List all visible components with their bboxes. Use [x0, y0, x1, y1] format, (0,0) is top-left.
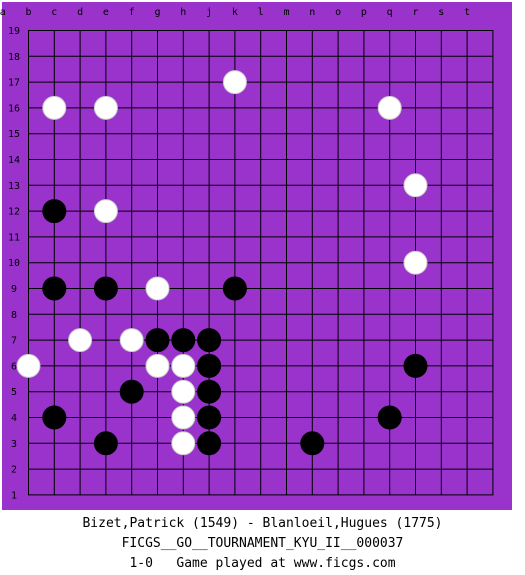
- tournament-line: FICGS__GO__TOURNAMENT_KYU_II__000037: [121, 536, 404, 551]
- column-label: a: [0, 7, 6, 18]
- row-label: 10: [8, 258, 20, 269]
- black-stone: [377, 405, 402, 430]
- white-stone: [377, 95, 402, 120]
- column-label: h: [180, 7, 186, 18]
- row-label: 13: [8, 181, 20, 192]
- row-labels: 19 18 17 16 15 14 13 12 11 10 9 8 7 6 5 4 3 2 1: [8, 26, 20, 501]
- column-label: p: [361, 7, 367, 18]
- row-label: 6: [11, 361, 17, 372]
- column-label: o: [335, 7, 341, 18]
- black-stone: [145, 328, 170, 353]
- row-label: 1: [11, 490, 17, 501]
- black-stone: [42, 276, 67, 301]
- row-label: 9: [11, 284, 17, 295]
- black-stone: [300, 431, 325, 456]
- row-label: 14: [8, 155, 20, 166]
- row-label: 5: [11, 387, 17, 398]
- black-stone: [197, 431, 222, 456]
- black-stone: [197, 405, 222, 430]
- row-label: 7: [11, 336, 17, 347]
- column-label: b: [25, 7, 31, 18]
- row-label: 15: [8, 129, 20, 140]
- white-stone: [171, 405, 196, 430]
- result-line: 1-0 Game played at www.ficgs.com: [129, 556, 396, 571]
- black-stone: [197, 379, 222, 404]
- black-stone: [93, 276, 118, 301]
- row-label: 11: [8, 232, 20, 243]
- white-stone: [171, 379, 196, 404]
- board-grid: [28, 30, 494, 496]
- white-stone: [93, 95, 118, 120]
- column-label: f: [129, 7, 135, 18]
- row-label: 17: [8, 78, 20, 89]
- white-stone: [403, 250, 428, 275]
- black-stone: [197, 328, 222, 353]
- black-stone: [42, 405, 67, 430]
- column-label: d: [77, 7, 83, 18]
- row-label: 3: [11, 439, 17, 450]
- board-background: [2, 2, 512, 510]
- white-stone: [145, 276, 170, 301]
- row-label: 19: [8, 26, 20, 37]
- white-stone: [93, 199, 118, 224]
- white-stone: [145, 353, 170, 378]
- players-line: Bizet,Patrick (1549) - Blanloeil,Hugues …: [82, 516, 443, 531]
- column-label: n: [309, 7, 315, 18]
- black-stone: [403, 353, 428, 378]
- black-stone: [222, 276, 247, 301]
- column-label: s: [438, 7, 444, 18]
- column-label: t: [464, 7, 470, 18]
- column-label: l: [258, 7, 264, 18]
- column-label: r: [412, 7, 418, 18]
- white-stone: [119, 328, 144, 353]
- column-label: k: [232, 7, 238, 18]
- white-stone: [16, 353, 41, 378]
- column-label: q: [387, 7, 393, 18]
- row-label: 18: [8, 52, 20, 63]
- white-stone: [42, 95, 67, 120]
- white-stone: [171, 353, 196, 378]
- white-stone: [222, 70, 247, 95]
- white-stone: [171, 431, 196, 456]
- black-stone: [119, 379, 144, 404]
- black-stone: [171, 328, 196, 353]
- column-label: m: [283, 7, 289, 18]
- row-label: 8: [11, 310, 17, 321]
- black-stone: [93, 431, 118, 456]
- stones-layer: [16, 70, 428, 456]
- row-label: 16: [8, 103, 20, 114]
- row-label: 4: [11, 413, 17, 424]
- row-label: 12: [8, 207, 20, 218]
- column-label: c: [51, 7, 57, 18]
- black-stone: [42, 199, 67, 224]
- row-label: 2: [11, 465, 17, 476]
- column-label: g: [154, 7, 160, 18]
- white-stone: [403, 173, 428, 198]
- white-stone: [68, 328, 93, 353]
- column-label: j: [206, 7, 212, 18]
- column-label: e: [103, 7, 109, 18]
- black-stone: [197, 353, 222, 378]
